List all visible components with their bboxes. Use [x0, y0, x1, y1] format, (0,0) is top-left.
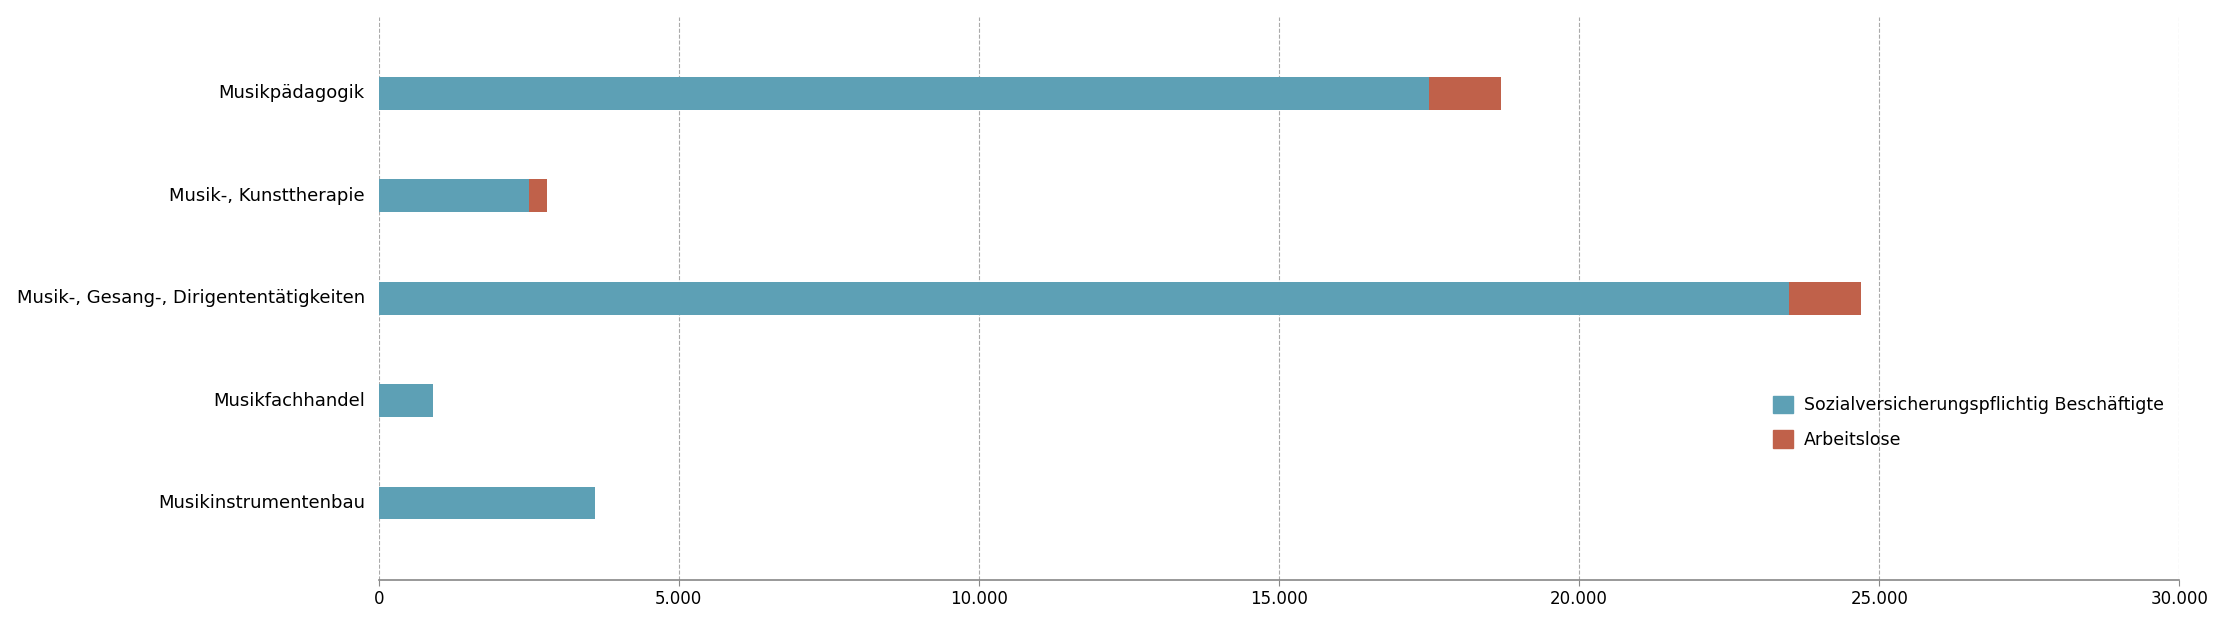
Bar	[378, 179, 530, 213]
Legend: Sozialversicherungspflichtig Beschäftigte, Arbeitslose: Sozialversicherungspflichtig Beschäftigt…	[1767, 389, 2172, 456]
Bar	[378, 77, 1428, 110]
Bar	[1428, 77, 1502, 110]
Bar	[1789, 282, 1862, 314]
Bar	[378, 384, 432, 417]
Bar	[378, 282, 1789, 314]
Bar	[378, 487, 594, 519]
Bar	[530, 179, 547, 213]
